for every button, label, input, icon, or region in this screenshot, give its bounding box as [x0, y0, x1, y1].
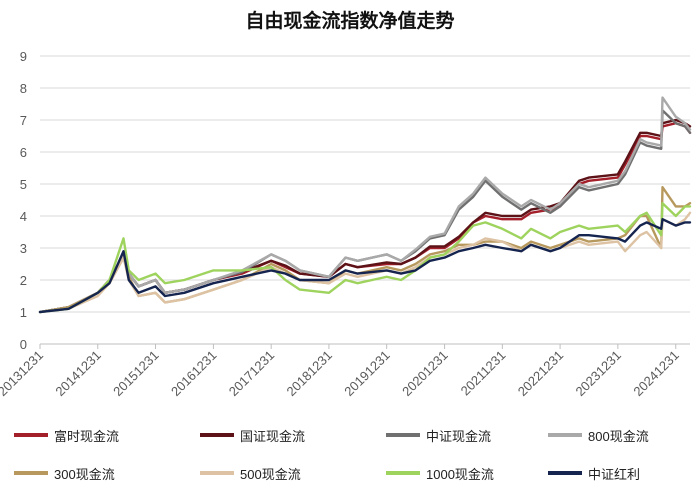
y-tick-label: 0 — [20, 337, 27, 352]
legend-label: 500现金流 — [240, 466, 301, 482]
legend-label: 国证现金流 — [240, 428, 306, 444]
legend-item: 300现金流 — [14, 464, 115, 482]
x-tick-label: 20141231 — [52, 348, 104, 400]
legend-label: 1000现金流 — [426, 466, 494, 482]
y-tick-label: 4 — [20, 209, 27, 224]
legend-swatch — [14, 471, 48, 475]
x-tick-label: 20241231 — [630, 348, 682, 400]
legend-item: 中证现金流 — [386, 426, 491, 444]
legend-item: 800现金流 — [548, 426, 649, 444]
legend-swatch — [386, 471, 420, 475]
y-tick-label: 6 — [20, 145, 27, 160]
y-tick-labels: 0 1 2 3 4 5 6 7 8 9 — [20, 49, 27, 352]
legend-label: 300现金流 — [54, 466, 115, 482]
x-tick-label: 20171231 — [226, 348, 278, 400]
legend-swatch — [14, 433, 48, 437]
y-tick-label: 5 — [20, 177, 27, 192]
legend-label: 中证现金流 — [426, 428, 492, 444]
y-tick-label: 1 — [20, 305, 27, 320]
legend-label: 中证红利 — [588, 466, 641, 482]
x-tick-label: 20131231 — [0, 348, 46, 400]
axes — [39, 343, 690, 349]
legend: 富时现金流 国证现金流 中证现金流 800现金流 300现金流 500现金流 1000现金流… — [14, 424, 694, 488]
x-tick-labels: 20131231 20141231 20151231 20161231 20171231… — [0, 348, 682, 400]
y-tick-label: 9 — [20, 49, 27, 64]
y-tick-label: 8 — [20, 81, 27, 96]
legend-swatch — [548, 471, 582, 475]
y-tick-label: 3 — [20, 241, 27, 256]
series-line-6 — [38, 201, 692, 314]
legend-item: 500现金流 — [200, 464, 301, 482]
x-tick-label: 20181231 — [284, 348, 336, 400]
y-tick-label: 7 — [20, 113, 27, 128]
legend-swatch — [200, 433, 234, 437]
legend-item: 中证红利 — [548, 464, 640, 482]
series-lines — [38, 96, 692, 314]
x-tick-label: 20151231 — [110, 348, 162, 400]
line-chart: 0 1 2 3 4 5 6 7 8 9 20131231 20141231 20151231 20161… — [0, 49, 692, 400]
y-tick-label: 2 — [20, 273, 27, 288]
x-tick-label: 20211231 — [458, 348, 509, 399]
x-tick-label: 20231231 — [572, 348, 624, 400]
legend-swatch — [548, 433, 582, 437]
legend-item: 1000现金流 — [386, 464, 494, 482]
x-tick-label: 20161231 — [168, 348, 220, 400]
legend-item: 富时现金流 — [14, 426, 119, 444]
gridlines — [40, 55, 690, 313]
x-tick-label: 20191231 — [341, 348, 393, 400]
series-line-7 — [38, 217, 692, 314]
chart-title: 自由现金流指数净值走势 — [245, 11, 455, 32]
x-tick-label: 20201231 — [399, 348, 451, 400]
legend-item: 国证现金流 — [200, 426, 305, 444]
legend-swatch — [386, 433, 420, 437]
series-line-3 — [38, 96, 692, 314]
legend-label: 富时现金流 — [54, 428, 120, 444]
legend-swatch — [200, 471, 234, 475]
legend-label: 800现金流 — [588, 428, 649, 444]
x-tick-label: 20221231 — [515, 348, 567, 400]
